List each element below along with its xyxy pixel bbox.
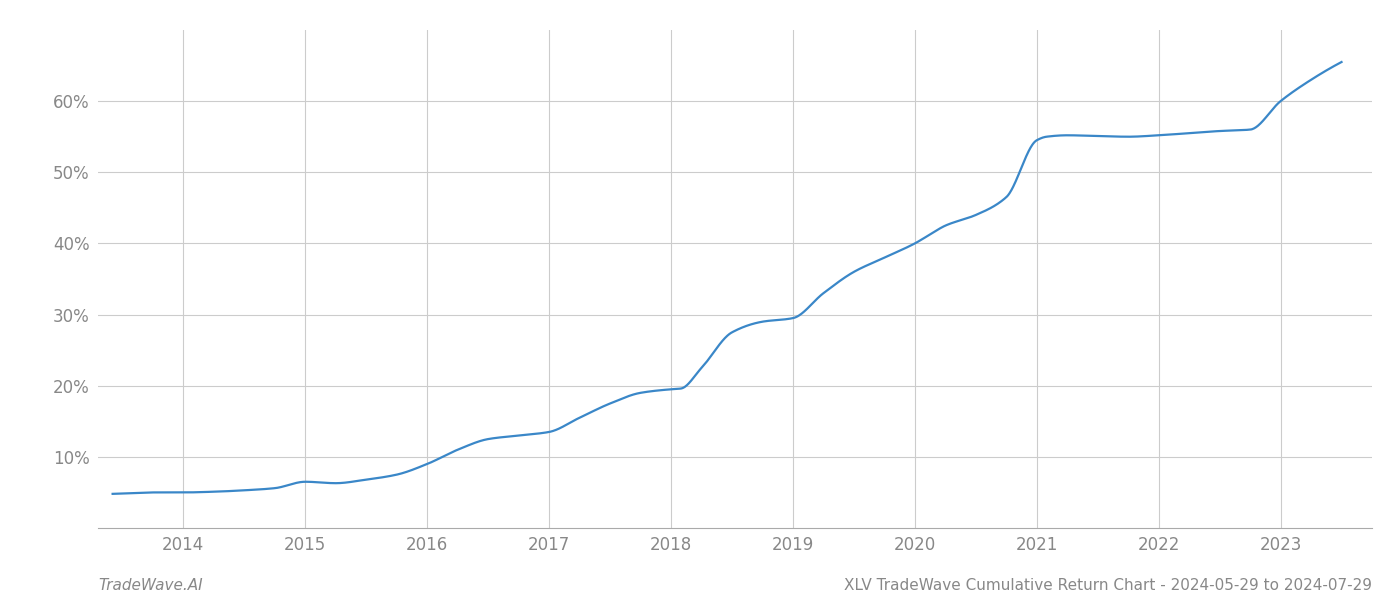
- Text: XLV TradeWave Cumulative Return Chart - 2024-05-29 to 2024-07-29: XLV TradeWave Cumulative Return Chart - …: [844, 578, 1372, 593]
- Text: TradeWave.AI: TradeWave.AI: [98, 578, 203, 593]
